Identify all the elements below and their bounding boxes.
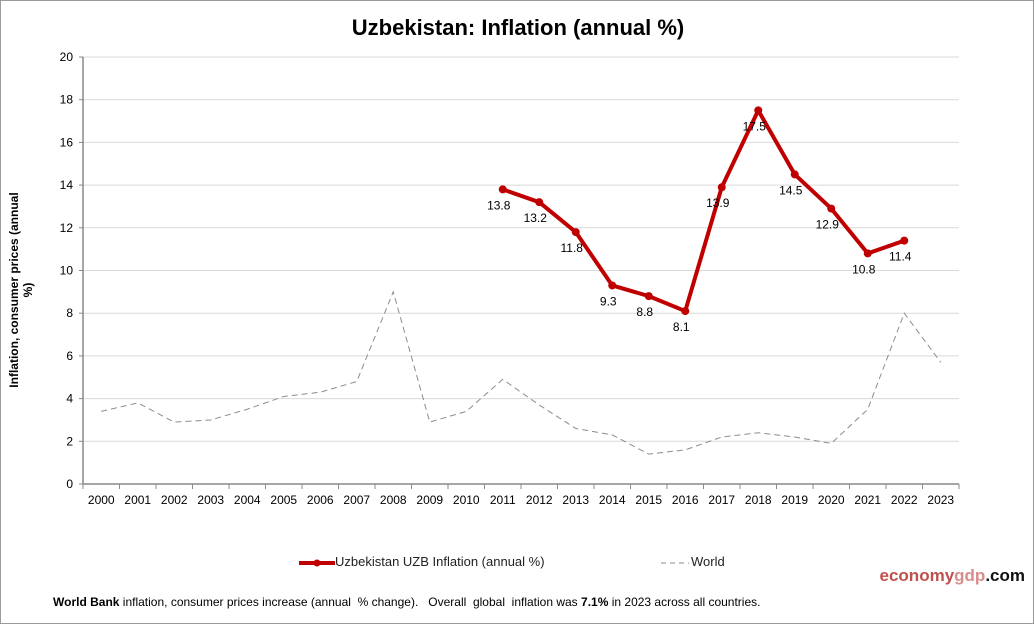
brand-part: gdp — [954, 566, 986, 585]
data-point — [498, 185, 507, 194]
x-tick-label: 2005 — [270, 493, 297, 507]
x-tick-label: 2023 — [927, 493, 954, 507]
brand-logo: economygdp.com — [880, 566, 1025, 586]
world-series-line — [101, 290, 942, 455]
data-point — [863, 249, 872, 258]
x-tick-label: 2014 — [599, 493, 626, 507]
legend-item-uzbekistan: Uzbekistan UZB Inflation (annual %) — [299, 554, 545, 570]
brand-part: economy — [879, 566, 955, 585]
footer-text: inflation, consumer prices increase (ann… — [119, 595, 582, 609]
footer-value: 7.1% — [581, 595, 609, 609]
data-point — [790, 170, 799, 179]
x-tick-label: 2021 — [854, 493, 881, 507]
y-tick-label: 16 — [60, 135, 74, 149]
x-tick-label: 2009 — [416, 493, 443, 507]
x-tick-label: 2018 — [745, 493, 772, 507]
legend-label: Uzbekistan UZB Inflation (annual %) — [335, 554, 545, 569]
data-label: 13.2 — [524, 211, 548, 225]
y-tick-label: 8 — [66, 306, 73, 320]
x-tick-label: 2003 — [197, 493, 224, 507]
data-label: 10.8 — [852, 262, 876, 276]
x-tick-label: 2019 — [781, 493, 808, 507]
data-label: 13.9 — [706, 196, 730, 210]
x-tick-label: 2002 — [161, 493, 188, 507]
data-point — [644, 292, 653, 301]
data-label: 17.5 — [743, 119, 767, 133]
data-point — [717, 183, 726, 192]
data-point — [608, 281, 617, 290]
data-label: 11.4 — [889, 250, 912, 264]
data-label: 8.1 — [673, 320, 690, 334]
x-tick-label: 2015 — [635, 493, 662, 507]
data-label: 11.8 — [561, 241, 584, 255]
data-label: 14.5 — [779, 183, 803, 197]
y-tick-label: 18 — [60, 93, 74, 107]
x-tick-label: 2004 — [234, 493, 261, 507]
x-tick-label: 2011 — [490, 493, 516, 507]
x-tick-label: 2012 — [526, 493, 553, 507]
data-label: 9.3 — [600, 294, 617, 308]
y-tick-label: 0 — [66, 477, 73, 491]
x-tick-label: 2017 — [708, 493, 735, 507]
data-label: 13.8 — [487, 198, 511, 212]
x-tick-label: 2008 — [380, 493, 407, 507]
footer-note: World Bank inflation, consumer prices in… — [53, 595, 760, 609]
x-tick-label: 2007 — [343, 493, 370, 507]
y-tick-label: 6 — [66, 349, 73, 363]
x-tick-label: 2020 — [818, 493, 845, 507]
uzbekistan-series-line — [502, 108, 905, 314]
x-tick-label: 2010 — [453, 493, 480, 507]
data-point — [754, 106, 763, 115]
data-point — [571, 228, 580, 237]
data-label: 8.8 — [636, 305, 653, 319]
y-tick-label: 20 — [60, 50, 74, 64]
footer-text: in 2023 across all countries. — [608, 595, 761, 609]
y-tick-label: 14 — [60, 178, 74, 192]
legend-label: World — [691, 554, 725, 569]
x-tick-label: 2013 — [562, 493, 589, 507]
legend-item-world: World — [661, 554, 725, 570]
y-tick-label: 4 — [66, 392, 73, 406]
data-point — [681, 307, 690, 316]
x-tick-label: 2016 — [672, 493, 699, 507]
y-tick-label: 12 — [60, 221, 74, 235]
legend-line-red-icon — [299, 559, 335, 567]
x-tick-label: 2000 — [88, 493, 115, 507]
data-point — [827, 204, 836, 213]
x-tick-label: 2001 — [124, 493, 151, 507]
x-tick-label: 2022 — [891, 493, 918, 507]
x-tick-label: 2006 — [307, 493, 334, 507]
y-tick-label: 2 — [66, 434, 73, 448]
data-point — [900, 236, 909, 245]
legend-line-dashed-icon — [661, 562, 689, 564]
brand-part: .com — [985, 566, 1025, 585]
data-label: 12.9 — [816, 218, 840, 232]
y-tick-label: 10 — [60, 264, 74, 278]
data-point — [535, 198, 544, 207]
chart-title: Uzbekistan: Inflation (annual %) — [351, 15, 685, 40]
footer-source: World Bank — [53, 595, 120, 609]
